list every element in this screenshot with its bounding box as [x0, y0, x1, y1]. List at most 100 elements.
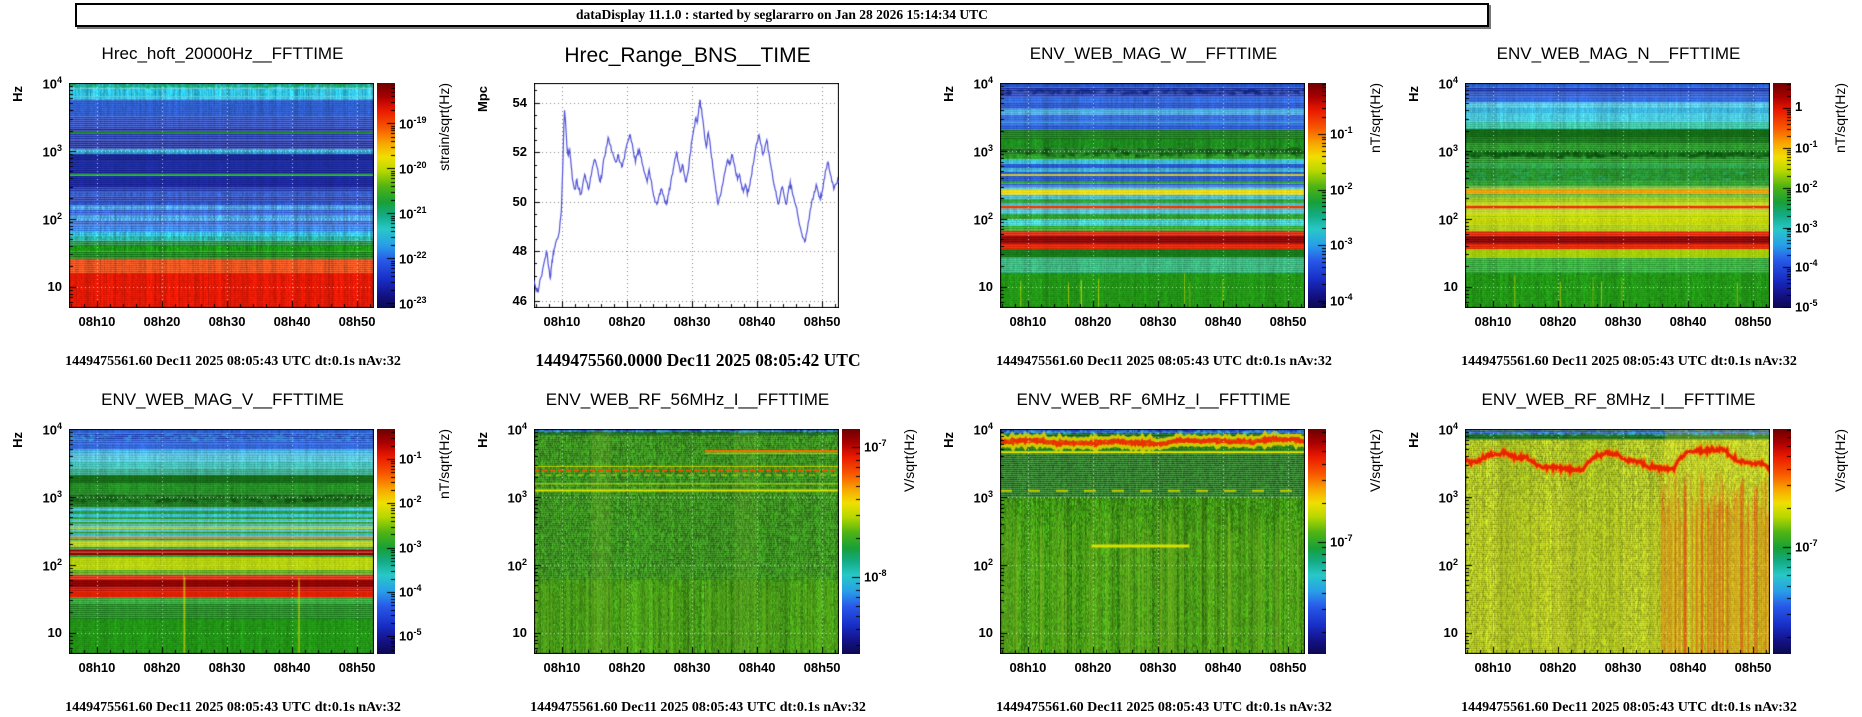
- tick-label: 10-7: [1330, 532, 1353, 549]
- y-tick-labels: 104 103 102 10: [931, 421, 997, 654]
- tick-label: 10-5: [399, 627, 422, 644]
- tick-label: 10-23: [399, 294, 427, 311]
- x-tick-label: 08h40: [1204, 314, 1242, 329]
- x-tick-label: 08h40: [1669, 660, 1707, 675]
- tick-label: 103: [42, 142, 62, 160]
- tick-label: 104: [973, 75, 993, 92]
- spectrogram-canvas[interactable]: [69, 83, 374, 308]
- x-tick-label: 08h20: [608, 660, 646, 675]
- x-tick-labels: 08h10 08h20 08h30 08h40 08h50: [1000, 314, 1307, 330]
- tick-label: 104: [42, 75, 62, 92]
- x-tick-label: 08h30: [208, 660, 246, 675]
- colorbar-unit-label: V/sqrt(Hz): [1832, 429, 1848, 492]
- x-tick-label: 08h50: [1269, 314, 1307, 329]
- x-tick-label: 08h20: [1539, 314, 1577, 329]
- colorbar: [377, 429, 395, 654]
- tick-label: 10-4: [1330, 291, 1353, 309]
- x-tick-label: 08h40: [1204, 660, 1242, 675]
- x-tick-label: 08h30: [1604, 660, 1642, 675]
- tick-label: 102: [42, 210, 62, 228]
- x-tick-label: 08h40: [273, 314, 311, 329]
- x-tick-label: 08h40: [1669, 314, 1707, 329]
- colorbar-tick-labels: 10-7: [1330, 429, 1390, 654]
- y-tick-labels: 104 103 102 10: [0, 75, 66, 308]
- y-tick-labels: 104 103 102 10: [1396, 75, 1462, 308]
- timestamp: 1449475561.60 Dec11 2025 08:05:43 UTC dt…: [996, 700, 1332, 715]
- x-tick-label: 08h20: [143, 660, 181, 675]
- tick-label: 102: [1438, 210, 1458, 228]
- x-tick-labels: 08h10 08h20 08h30 08h40 08h50: [1465, 660, 1772, 676]
- x-tick-label: 08h10: [1009, 314, 1047, 329]
- tick-label: 104: [973, 421, 993, 438]
- x-tick-label: 08h10: [1474, 314, 1512, 329]
- colorbar-tick-labels: 1 10-1 10-2 10-3 10-4 10-5: [1795, 83, 1855, 314]
- x-tick-label: 08h10: [543, 314, 581, 329]
- x-tick-label: 08h40: [738, 660, 776, 675]
- tick-label: 10-7: [864, 438, 887, 455]
- tick-label: 102: [973, 556, 993, 574]
- tick-label: 102: [1438, 556, 1458, 574]
- colorbar: [1308, 83, 1326, 308]
- tick-label: 50: [512, 193, 527, 209]
- colorbar-tick-labels: 10-1 10-2 10-3 10-4 10-5: [399, 429, 459, 654]
- colorbar: [842, 429, 860, 654]
- tick-label: 103: [42, 488, 62, 506]
- x-tick-label: 08h10: [1009, 660, 1047, 675]
- x-tick-label: 08h20: [1074, 660, 1112, 675]
- y-tick-labels: 104 103 102 10: [931, 75, 997, 308]
- tick-label: 102: [507, 556, 527, 574]
- colorbar-unit-label: strain/sqrt(Hz): [436, 83, 452, 171]
- tick-label: 10-8: [864, 568, 887, 585]
- x-tick-label: 08h20: [608, 314, 646, 329]
- colorbar-unit-label: nT/sqrt(Hz): [1367, 83, 1383, 153]
- tick-label: 103: [1438, 142, 1458, 160]
- x-tick-labels: 08h10 08h20 08h30 08h40 08h50: [1465, 314, 1772, 330]
- colorbar-unit-label: nT/sqrt(Hz): [436, 429, 452, 499]
- colorbar: [1308, 429, 1326, 654]
- colorbar-unit-label: V/sqrt(Hz): [1367, 429, 1383, 492]
- x-tick-label: 08h50: [1269, 660, 1307, 675]
- x-tick-label: 08h20: [1539, 660, 1577, 675]
- colorbar-tick-labels: 10-19 10-20 10-21 10-22 10-23: [399, 83, 459, 311]
- x-tick-label: 08h10: [543, 660, 581, 675]
- x-tick-label: 08h40: [273, 660, 311, 675]
- tick-label: 10-22: [399, 249, 427, 266]
- plot-panel: ENV_WEB_MAG_V__FFTTIME Hz 104 103 102 10 10…: [0, 374, 466, 717]
- plot-title: ENV_WEB_MAG_N__FFTTIME: [1496, 44, 1741, 63]
- spectrogram-canvas[interactable]: [1000, 83, 1305, 308]
- x-tick-label: 08h40: [738, 314, 776, 329]
- x-tick-label: 08h10: [1474, 660, 1512, 675]
- colorbar-unit-label: V/sqrt(Hz): [901, 429, 917, 492]
- spectrogram-canvas[interactable]: [534, 429, 839, 654]
- colorbar: [1773, 429, 1791, 654]
- tick-label: 10-1: [399, 450, 422, 467]
- tick-label: 10-2: [1330, 180, 1353, 197]
- colorbar-unit-label: nT/sqrt(Hz): [1832, 83, 1848, 153]
- tick-label: 10: [978, 624, 993, 640]
- tick-label: 10-2: [1795, 178, 1818, 196]
- x-tick-label: 08h30: [673, 314, 711, 329]
- x-tick-label: 08h10: [78, 314, 116, 329]
- colorbar-tick-labels: 10-7: [1795, 429, 1855, 654]
- timestamp: 1449475561.60 Dec11 2025 08:05:43 UTC dt…: [996, 354, 1332, 369]
- plot-title: ENV_WEB_MAG_V__FFTTIME: [101, 390, 344, 409]
- x-tick-label: 08h10: [78, 660, 116, 675]
- tick-label: 10-5: [1795, 298, 1818, 315]
- tick-label: 103: [973, 142, 993, 160]
- colorbar-tick-labels: 10-1 10-2 10-3 10-4: [1330, 83, 1390, 308]
- spectrogram-canvas[interactable]: [1465, 429, 1770, 654]
- line-chart-canvas[interactable]: [534, 83, 839, 308]
- tick-label: 10-3: [1330, 236, 1353, 253]
- spectrogram-canvas[interactable]: [69, 429, 374, 654]
- tick-label: 10-4: [1795, 258, 1818, 275]
- tick-label: 104: [1438, 75, 1458, 92]
- tick-label: 103: [973, 488, 993, 506]
- timestamp: 1449475560.0000 Dec11 2025 08:05:42 UTC: [535, 350, 861, 370]
- spectrogram-canvas[interactable]: [1465, 83, 1770, 308]
- spectrogram-canvas[interactable]: [1000, 429, 1305, 654]
- y-tick-labels: 54 52 50 48 46: [465, 83, 531, 308]
- y-tick-labels: 104 103 102 10: [465, 421, 531, 654]
- plot-title: Hrec_Range_BNS__TIME: [564, 44, 811, 67]
- tick-label: 103: [1438, 488, 1458, 506]
